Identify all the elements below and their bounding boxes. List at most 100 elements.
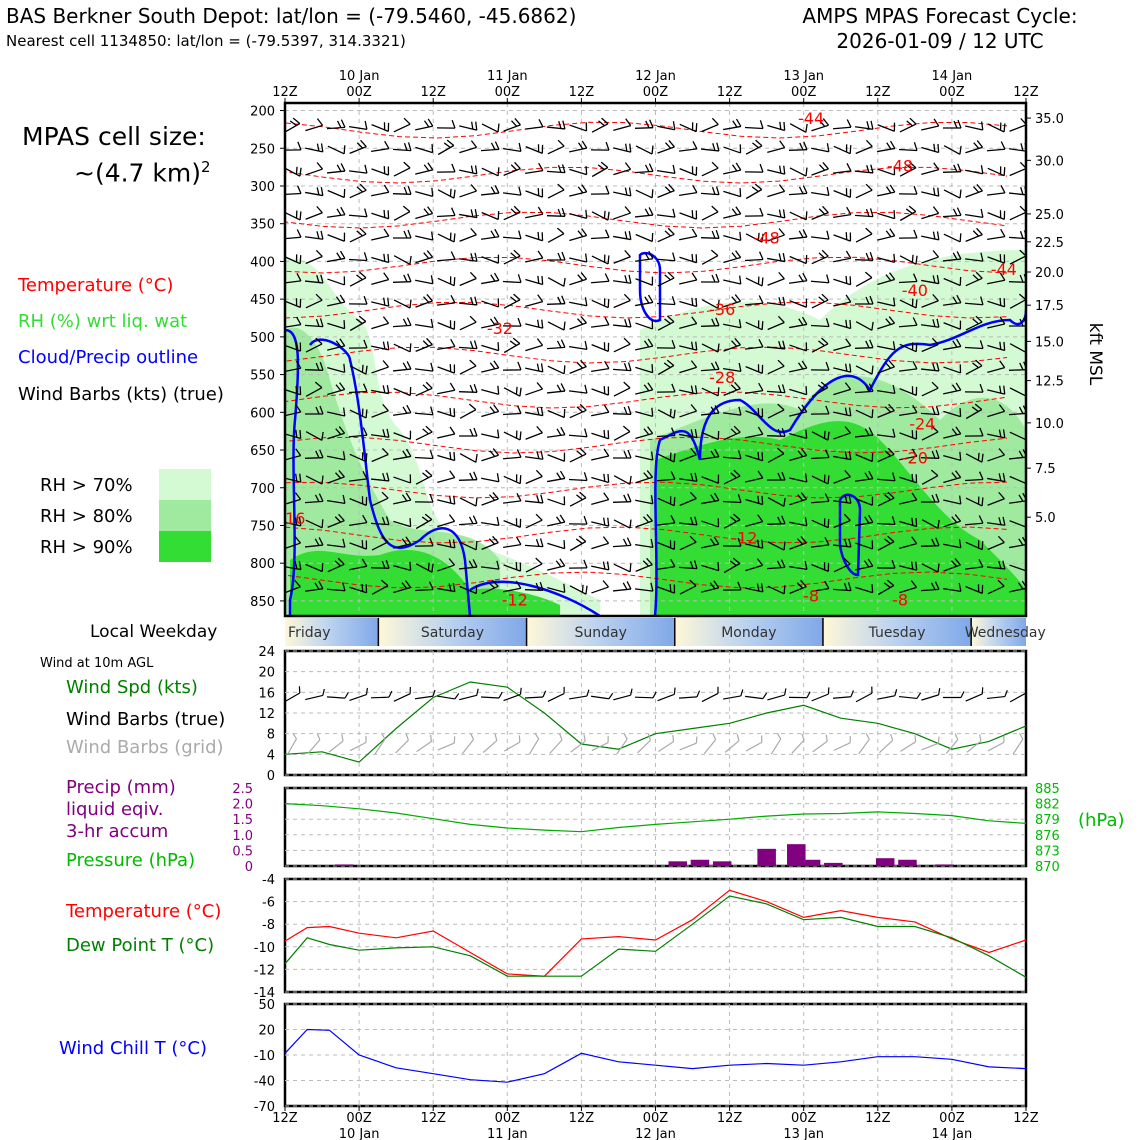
wind-barb-flag (670, 515, 676, 524)
wind-barb (899, 161, 917, 177)
wind-barb-flag (735, 206, 742, 215)
temperature-label: -8 (803, 587, 819, 606)
wind-barb-flag (885, 318, 892, 325)
wind-barb (503, 337, 521, 354)
wind-barb (415, 513, 433, 530)
wind-barb (547, 496, 566, 506)
precip-label-1: Precip (mm) (66, 777, 176, 798)
wind-barb (722, 537, 742, 547)
wind-barb-shaft (304, 369, 324, 371)
wind-barb-flag (359, 183, 367, 191)
precip-tick-label: 0.5 (232, 844, 253, 859)
wind-barb-flag (752, 142, 759, 149)
wind-barb-flag (866, 121, 870, 129)
wind-barb (811, 118, 830, 132)
wind-barb-flag (628, 231, 632, 240)
wind-barb-flag (999, 210, 1002, 218)
wind-barb-shaft (965, 169, 983, 175)
wind-barb-shaft (348, 214, 368, 218)
wind-barb-flag (979, 340, 984, 349)
surface-wind-barb-flag (542, 690, 547, 698)
wind-barb-flag (497, 123, 500, 133)
wind-barb-flag (911, 536, 918, 545)
wind-barb (766, 384, 786, 394)
wind-barb-shaft (657, 233, 675, 243)
wind-barb-shaft (744, 126, 764, 130)
wind-barb-shaft (943, 233, 961, 243)
wind-barb-shaft (327, 345, 345, 351)
wind-barb-flag (383, 122, 386, 130)
wind-barb (525, 188, 544, 198)
wind-barb-flag (870, 164, 874, 174)
wind-barb (503, 536, 522, 549)
temperature-label: Temperature (°C) (66, 901, 222, 922)
wind-barb-flag (715, 317, 720, 326)
wind-barb (591, 298, 610, 309)
wind-barb-flag (407, 273, 412, 282)
wind-barb-shaft (679, 410, 697, 418)
wind-barb (348, 208, 368, 218)
wind-barb-shaft (547, 189, 565, 199)
wind-barb-shaft (635, 432, 653, 440)
wind-barb-flag (296, 316, 302, 325)
precip-tick-label: 2.0 (232, 798, 253, 813)
windchill-line (284, 1028, 1027, 1083)
wind-barb-shaft (657, 409, 675, 419)
wind-barb-flag (422, 384, 430, 391)
wind-barb-shaft (327, 322, 345, 330)
wind-barb (986, 185, 1006, 196)
wind-barb-flag (777, 359, 785, 367)
wind-barb-flag (385, 516, 390, 525)
wind-barb (613, 475, 632, 485)
wind-barb (502, 449, 522, 460)
wind-barb-shaft (591, 367, 609, 373)
wind-barb-flag (868, 427, 874, 436)
wind-barb (634, 250, 654, 262)
wind-barb-flag (730, 516, 737, 523)
wind-tick-label: 0 (267, 769, 275, 784)
wind-barb-shaft (480, 148, 500, 152)
wind-barb-flag (689, 491, 697, 499)
wind-barb (503, 161, 521, 176)
wind-barb-shaft (393, 432, 411, 440)
wind-barb-flag (382, 429, 386, 437)
wind-barb (811, 430, 830, 441)
surface-wind-barb (393, 686, 411, 702)
wind-barb-shaft (833, 519, 851, 529)
wind-barb (437, 583, 456, 593)
wind-barb-flag (891, 559, 896, 569)
wind-barb (348, 295, 368, 305)
wind-barb-shaft (789, 411, 807, 417)
wind-barb-flag (320, 187, 324, 196)
wind-barb-flag (844, 495, 848, 503)
wind-barb (481, 473, 500, 483)
wind-barb-flag (318, 537, 324, 546)
surface-wind-barb-shaft (305, 694, 323, 701)
wind-barb-flag (624, 275, 628, 283)
cloud-outline-small (838, 493, 862, 577)
wind-barb-shaft (899, 210, 917, 222)
wind-barb-shaft (481, 477, 499, 483)
wind-barb-shaft (987, 367, 1005, 373)
wind-barb-flag (778, 341, 782, 349)
wind-barb (877, 210, 896, 220)
wind-barb-shaft (767, 497, 785, 507)
wind-barb-shaft (810, 280, 830, 284)
wind-barb-shaft (525, 234, 543, 242)
wind-barb-shaft (789, 477, 807, 483)
wind-barb-flag (382, 360, 390, 368)
wind-barb (965, 584, 984, 594)
wind-barb (657, 164, 676, 175)
wind-barb-shaft (481, 454, 499, 462)
wind-barb-flag (892, 341, 896, 350)
wind-barb (964, 427, 984, 437)
wind-barb-shaft (481, 256, 499, 264)
cloud-outline-mid (308, 338, 472, 616)
wind-barb-shaft (723, 300, 741, 308)
wind-barb-flag (387, 166, 390, 176)
wind-barb-shaft (525, 367, 543, 373)
wind-barb-shaft (656, 214, 676, 218)
wind-barb-shaft (392, 368, 412, 372)
wind-barb-flag (959, 276, 962, 286)
wind-barb-flag (295, 360, 302, 369)
